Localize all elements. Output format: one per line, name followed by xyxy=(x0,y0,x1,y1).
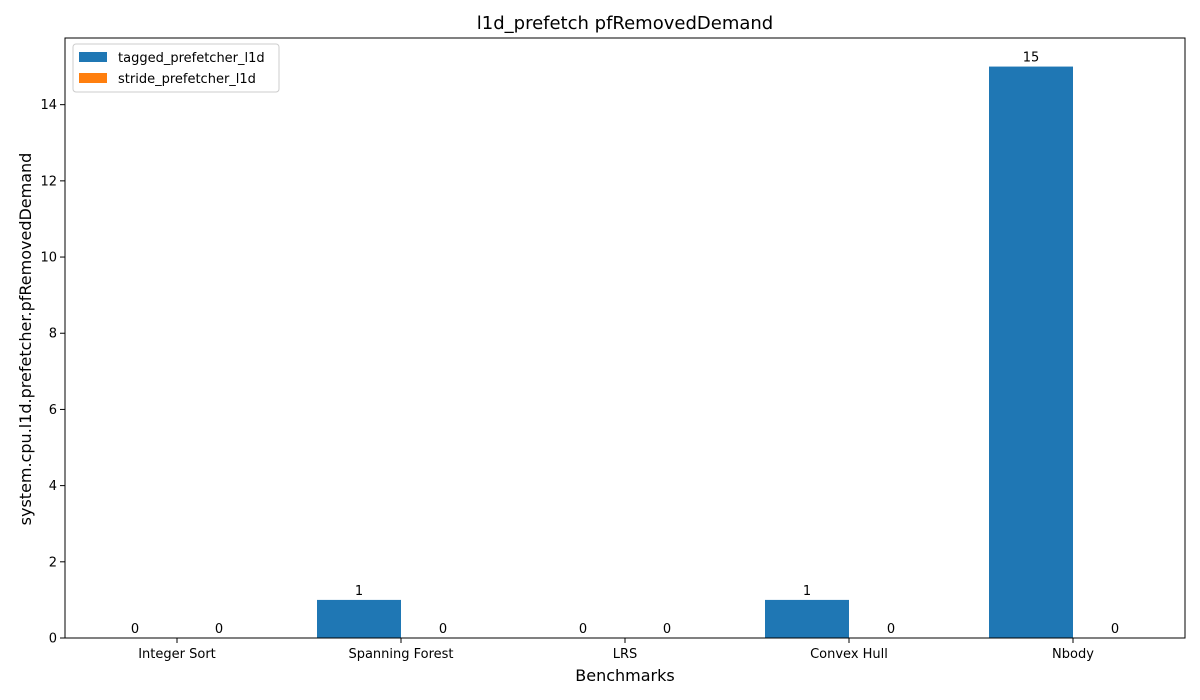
data-label: 0 xyxy=(663,622,671,637)
legend-label: stride_prefetcher_l1d xyxy=(118,72,256,87)
data-label: 0 xyxy=(579,622,587,637)
bar-tagged_prefetcher_l1d-3 xyxy=(765,599,849,638)
y-tick-label: 6 xyxy=(49,403,57,418)
x-axis-title: Benchmarks xyxy=(575,666,674,685)
x-tick-label: Convex Hull xyxy=(810,647,888,662)
data-label: 0 xyxy=(1111,622,1119,637)
x-tick-label: Spanning Forest xyxy=(348,647,453,662)
legend-box xyxy=(72,43,280,93)
bar-tagged_prefetcher_l1d-1 xyxy=(317,599,401,638)
y-tick-label: 14 xyxy=(40,98,57,113)
data-label: 1 xyxy=(803,584,811,599)
data-label: 0 xyxy=(439,622,447,637)
x-tick-label: LRS xyxy=(613,647,638,662)
chart-title: l1d_prefetch pfRemovedDemand xyxy=(477,13,773,34)
y-tick-label: 8 xyxy=(49,327,57,342)
legend-swatch xyxy=(79,52,107,62)
data-label: 0 xyxy=(887,622,895,637)
x-tick-label: Integer Sort xyxy=(138,647,216,662)
y-tick-label: 12 xyxy=(40,174,57,189)
data-label: 1 xyxy=(355,584,363,599)
data-label: 0 xyxy=(131,622,139,637)
legend-label: tagged_prefetcher_l1d xyxy=(118,51,265,66)
y-tick-label: 0 xyxy=(49,632,57,647)
x-tick-label: Nbody xyxy=(1052,647,1094,662)
y-axis-title: system.cpu.l1d.prefetcher.pfRemovedDeman… xyxy=(16,153,35,526)
legend: tagged_prefetcher_l1d stride_prefetcher_l… xyxy=(72,43,280,93)
y-tick-label: 4 xyxy=(49,479,57,494)
bar-tagged_prefetcher_l1d-4 xyxy=(989,66,1073,639)
data-label: 15 xyxy=(1023,51,1040,66)
y-tick-label: 2 xyxy=(49,555,57,570)
y-tick-label: 10 xyxy=(40,251,57,266)
legend-swatch xyxy=(79,73,107,83)
data-label: 0 xyxy=(215,622,223,637)
